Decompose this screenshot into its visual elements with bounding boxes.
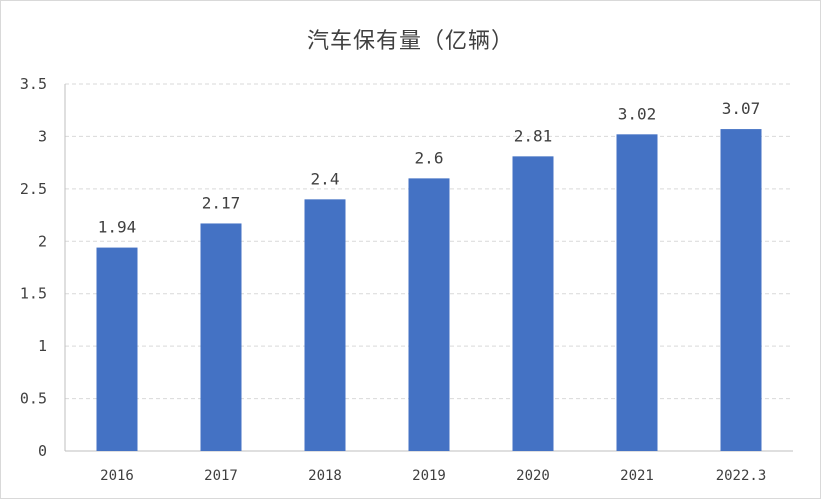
bar: [408, 178, 450, 451]
bars: [96, 129, 762, 452]
data-label: 2.4: [311, 169, 340, 188]
y-tick-label: 0.5: [20, 390, 47, 408]
x-tick-label: 2019: [412, 468, 446, 484]
data-label: 3.07: [722, 99, 761, 118]
bar: [200, 223, 242, 451]
data-label: 1.94: [98, 218, 137, 237]
x-tick-label: 2020: [516, 468, 550, 484]
y-tick-label: 1: [38, 337, 47, 355]
data-label: 2.17: [202, 193, 241, 212]
x-tick-label: 2017: [204, 468, 238, 484]
y-tick-label: 3.5: [20, 75, 47, 93]
data-label: 2.6: [415, 148, 444, 167]
bar: [96, 247, 138, 451]
x-tick-label: 2022.3: [716, 468, 767, 484]
bar: [512, 156, 554, 451]
x-tick-label: 2016: [100, 468, 134, 484]
bar: [304, 199, 346, 451]
y-tick-label: 0: [38, 442, 47, 460]
y-tick-label: 1.5: [20, 285, 47, 303]
y-tick-label: 3: [38, 127, 47, 145]
y-tick-label: 2: [38, 232, 47, 250]
data-label: 2.81: [514, 126, 553, 145]
x-tick-label: 2018: [308, 468, 342, 484]
chart-title: 汽车保有量（亿辆）: [306, 29, 514, 54]
y-tick-label: 2.5: [20, 180, 47, 198]
data-label: 3.02: [618, 104, 657, 123]
bar: [720, 129, 762, 452]
x-tick-label: 2021: [620, 468, 654, 484]
bar: [616, 134, 658, 451]
labels: 0 0.5 1 1.5 2 2.5 3 3.5 1.94 2016 2.17 2017 2.4 2018 2…: [20, 75, 766, 484]
